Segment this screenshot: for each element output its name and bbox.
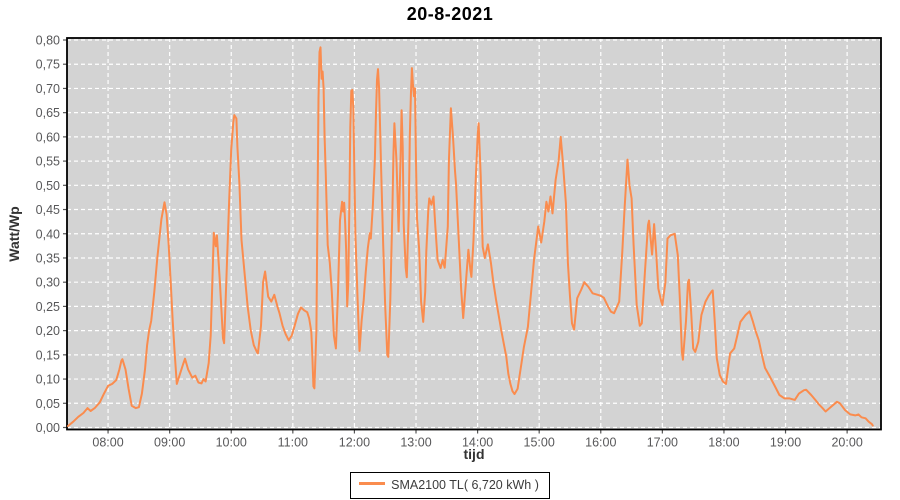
y-tick-label: 0,35 bbox=[36, 251, 60, 265]
x-tick-label: 19:00 bbox=[770, 436, 801, 450]
x-tick-label: 09:00 bbox=[154, 436, 185, 450]
y-tick-label: 0,20 bbox=[36, 324, 60, 338]
x-tick-label: 13:00 bbox=[400, 436, 431, 450]
y-tick-label: 0,45 bbox=[36, 203, 60, 217]
y-tick-label: 0,65 bbox=[36, 106, 60, 120]
plot-border bbox=[66, 37, 882, 431]
y-tick-label: 0,70 bbox=[36, 82, 60, 96]
y-tick-label: 0,10 bbox=[36, 373, 60, 387]
x-tick-label: 15:00 bbox=[524, 436, 555, 450]
chart-title: 20-8-2021 bbox=[406, 4, 494, 24]
y-tick-label: 0,15 bbox=[36, 348, 60, 362]
x-tick-label: 12:00 bbox=[339, 436, 370, 450]
x-tick-label: 14:00 bbox=[462, 436, 493, 450]
legend: SMA2100 TL( 6,720 kWh ) bbox=[0, 472, 900, 499]
y-tick-label: 0,40 bbox=[36, 227, 60, 241]
x-tick-label: 08:00 bbox=[92, 436, 123, 450]
legend-box: SMA2100 TL( 6,720 kWh ) bbox=[350, 472, 550, 499]
legend-line-swatch bbox=[359, 482, 386, 486]
y-tick-label: 0,05 bbox=[36, 397, 60, 411]
x-tick-label: 18:00 bbox=[708, 436, 739, 450]
x-tick-label: 10:00 bbox=[216, 436, 247, 450]
y-tick-label: 0,60 bbox=[36, 130, 60, 144]
legend-label: SMA2100 TL( 6,720 kWh ) bbox=[391, 477, 539, 492]
x-tick-label: 11:00 bbox=[278, 436, 308, 450]
x-tick-label: 16:00 bbox=[585, 436, 616, 450]
y-tick-label: 0,25 bbox=[36, 300, 60, 314]
y-tick-label: 0,75 bbox=[36, 58, 60, 72]
x-tick-label: 20:00 bbox=[831, 436, 862, 450]
y-tick-label: 0,30 bbox=[36, 276, 60, 290]
y-tick-label: 0,55 bbox=[36, 155, 60, 169]
series-line-sma2100 bbox=[67, 46, 874, 427]
y-tick-label: 0,00 bbox=[36, 421, 60, 435]
x-tick-label: 17:00 bbox=[647, 436, 678, 450]
x-axis-title: tijd bbox=[463, 446, 485, 462]
y-tick-label: 0,80 bbox=[36, 34, 60, 48]
y-tick-label: 0,50 bbox=[36, 179, 60, 193]
